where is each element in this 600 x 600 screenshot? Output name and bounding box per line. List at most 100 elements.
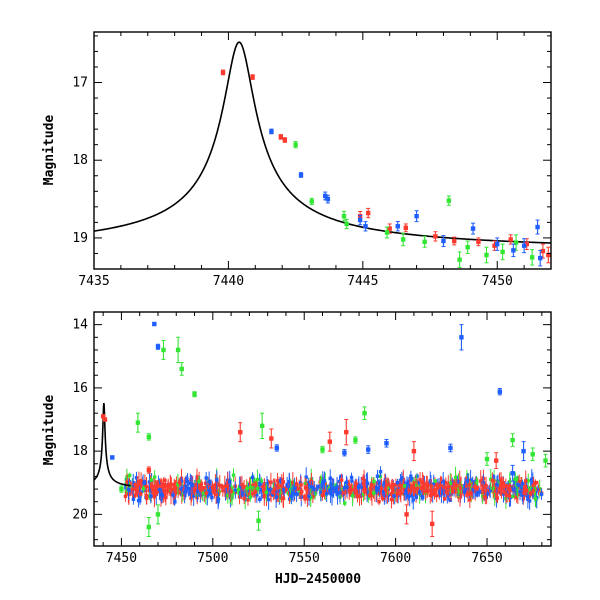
bottom-baseline-point xyxy=(433,479,437,484)
bottom-point-green xyxy=(256,510,261,531)
bottom-point-green xyxy=(259,412,265,439)
bottom-baseline-point xyxy=(250,472,255,483)
bottom-baseline-point xyxy=(369,482,373,501)
bottom-baseline-point xyxy=(458,477,462,499)
bottom-baseline-point xyxy=(502,490,506,494)
top-point-red xyxy=(452,236,457,246)
bottom-baseline-point xyxy=(233,481,238,499)
bottom-baseline-point xyxy=(495,475,499,494)
bottom-baseline-point xyxy=(394,488,398,503)
bottom-point-red xyxy=(404,504,409,525)
bottom-baseline-point xyxy=(499,471,503,487)
bottom-baseline-point xyxy=(455,478,459,493)
bottom-xtick-label: 7650 xyxy=(471,551,502,566)
top-point-blue xyxy=(521,238,527,254)
bottom-baseline-point xyxy=(364,473,369,489)
bottom-ylabel: Magnitude xyxy=(42,395,57,466)
bottom-baseline-point xyxy=(533,480,537,487)
bottom-baseline-point xyxy=(173,485,178,494)
bottom-xtick-label: 7600 xyxy=(380,551,411,566)
top-point-green xyxy=(513,234,519,251)
bottom-baseline-point xyxy=(365,472,370,495)
bottom-baseline-point xyxy=(383,478,388,500)
bottom-baseline-point xyxy=(349,485,353,494)
bottom-baseline-point xyxy=(467,478,472,491)
bottom-baseline-point xyxy=(236,485,241,494)
bottom-point-red xyxy=(344,419,349,446)
top-point-green xyxy=(293,141,298,149)
bottom-baseline-point xyxy=(533,489,538,507)
bottom-baseline-point xyxy=(218,474,222,497)
bottom-baseline-point xyxy=(372,477,376,486)
bottom-baseline-point xyxy=(289,488,294,505)
bottom-baseline-point xyxy=(477,487,482,497)
bottom-baseline-point xyxy=(412,486,417,497)
bottom-baseline-point xyxy=(190,476,194,494)
bottom-baseline-point xyxy=(356,484,361,490)
bottom-baseline-point xyxy=(432,484,436,495)
bottom-baseline-point xyxy=(141,484,146,493)
bottom-baseline-point xyxy=(127,472,132,479)
bottom-point-green xyxy=(155,504,161,525)
bottom-baseline-point xyxy=(434,488,439,503)
top-point-green xyxy=(500,243,505,261)
top-xtick-label: 7440 xyxy=(213,274,244,289)
top-point-green xyxy=(341,210,347,222)
bottom-baseline-point xyxy=(320,489,325,501)
bottom-baseline-point xyxy=(339,473,344,487)
top-point-green xyxy=(457,251,462,268)
bottom-baseline-point xyxy=(165,486,169,495)
bottom-baseline-point xyxy=(176,473,180,496)
bottom-baseline-point xyxy=(446,475,450,495)
bottom-baseline-point xyxy=(246,482,251,500)
top-point-blue xyxy=(325,194,331,204)
bottom-baseline-point xyxy=(379,478,384,499)
bottom-point-green xyxy=(146,517,152,538)
bottom-ytick-label: 16 xyxy=(72,381,88,396)
bottom-baseline-point xyxy=(130,481,134,496)
bottom-baseline-point xyxy=(183,484,187,500)
bottom-baseline-point xyxy=(359,476,363,498)
top-point-green xyxy=(529,249,535,266)
bottom-baseline-point xyxy=(201,486,206,490)
bottom-baseline-point xyxy=(139,472,143,490)
top-point-green xyxy=(422,235,427,248)
bottom-baseline-point xyxy=(528,490,533,497)
bottom-baseline-point xyxy=(520,479,525,488)
top-frame xyxy=(93,31,552,270)
top-point-green xyxy=(344,218,349,230)
bottom-baseline-point xyxy=(171,490,175,500)
top-xtick-label: 7445 xyxy=(347,274,378,289)
bottom-point-blue xyxy=(497,388,503,396)
bottom-baseline-point xyxy=(214,484,218,505)
bottom-baseline-point xyxy=(215,470,219,490)
bottom-baseline-point xyxy=(256,483,260,494)
bottom-baseline-point xyxy=(499,476,504,499)
top-point-red xyxy=(403,223,409,233)
bottom-baseline-point xyxy=(402,484,407,488)
bottom-baseline-point xyxy=(311,490,315,504)
bottom-baseline-point xyxy=(438,476,443,495)
bottom-baseline-point xyxy=(354,489,359,498)
bottom-baseline-point xyxy=(139,491,143,497)
bottom-baseline-point xyxy=(285,484,289,489)
bottom-baseline-point xyxy=(204,471,208,484)
top-panel: 7435 7440 7445 7450 17 18 19 xyxy=(72,31,552,289)
bottom-baseline-point xyxy=(407,484,412,507)
bottom-baseline-point xyxy=(322,471,327,491)
bottom-baseline-point xyxy=(265,479,270,500)
bottom-baseline-point xyxy=(231,468,236,483)
bottom-point-blue xyxy=(342,449,347,457)
bottom-baseline-point xyxy=(161,481,166,491)
bottom-baseline-point xyxy=(520,487,525,502)
bottom-baseline-point xyxy=(518,483,522,492)
bottom-ytick-label: 18 xyxy=(72,444,88,459)
bottom-baseline-point xyxy=(300,487,304,496)
bottom-baseline-point xyxy=(424,482,428,501)
bottom-baseline-point xyxy=(131,493,136,505)
bottom-baseline-point xyxy=(216,492,221,507)
bottom-baseline-point xyxy=(529,485,533,492)
bottom-baseline-point xyxy=(381,495,385,502)
bottom-baseline-point xyxy=(535,485,539,494)
bottom-point-green xyxy=(320,445,325,454)
